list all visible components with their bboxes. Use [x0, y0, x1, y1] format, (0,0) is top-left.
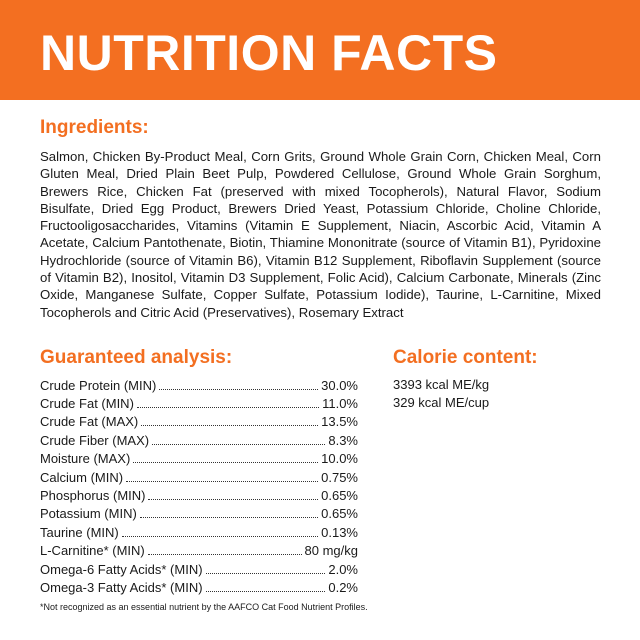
calorie-line: 3393 kcal ME/kg [393, 377, 490, 392]
nutrient-name: L-Carnitine* (MIN) [40, 543, 145, 559]
calorie-heading: Calorie content: [393, 347, 538, 368]
nutrient-name: Crude Fat (MIN) [40, 396, 134, 412]
nutrient-name: Calcium (MIN) [40, 469, 124, 485]
ingredients-heading: Ingredients: [40, 117, 149, 138]
nutrient-value: 10.0% [321, 451, 358, 467]
nutrient-value: 0.2% [328, 579, 358, 595]
nutrient-name: Crude Fiber (MAX) [40, 432, 150, 448]
analysis-row: Taurine (MIN) 0.13% [40, 523, 358, 541]
nutrient-name: Moisture (MAX) [40, 451, 131, 467]
analysis-row: L-Carnitine* (MIN) 80 mg/kg [40, 542, 358, 560]
footnote: *Not recognized as an essential nutrient… [40, 602, 368, 612]
analysis-row: Crude Fat (MAX) 13.5% [40, 413, 358, 431]
analysis-row: Crude Fiber (MAX) 8.3% [40, 431, 358, 449]
analysis-row: Phosphorus (MIN) 0.65% [40, 486, 358, 504]
nutrient-value: 0.13% [321, 524, 358, 540]
analysis-row: Crude Fat (MIN) 11.0% [40, 394, 358, 412]
nutrient-name: Potassium (MIN) [40, 506, 137, 522]
nutrient-name: Crude Protein (MIN) [40, 377, 157, 393]
analysis-row: Calcium (MIN) 0.75% [40, 468, 358, 486]
nutrient-value: 30.0% [321, 377, 358, 393]
dot-leader [139, 517, 319, 519]
dot-leader [152, 443, 326, 445]
dot-leader [136, 407, 320, 409]
nutrient-name: Omega-3 Fatty Acids* (MIN) [40, 579, 203, 595]
dot-leader [126, 480, 319, 482]
analysis-row: Moisture (MAX) 10.0% [40, 450, 358, 468]
ingredients-text: Salmon, Chicken By-Product Meal, Corn Gr… [40, 149, 601, 320]
analysis-row: Omega-6 Fatty Acids* (MIN) 2.0% [40, 560, 358, 578]
nutrient-name: Omega-6 Fatty Acids* (MIN) [40, 561, 203, 577]
nutrient-name: Phosphorus (MIN) [40, 488, 146, 504]
analysis-table: Crude Protein (MIN) 30.0% Crude Fat (MIN) 1… [40, 376, 358, 597]
nutrient-name: Taurine (MIN) [40, 524, 119, 540]
dot-leader [205, 572, 326, 574]
calorie-list: 3393 kcal ME/kg 329 kcal ME/cup [393, 376, 489, 413]
dot-leader [133, 462, 319, 464]
nutrient-name: Crude Fat (MAX) [40, 414, 139, 430]
analysis-row: Potassium (MIN) 0.65% [40, 505, 358, 523]
nutrient-value: 8.3% [328, 432, 358, 448]
dot-leader [121, 535, 319, 537]
header-band: NUTRITION FACTS [0, 0, 640, 100]
analysis-row: Crude Protein (MIN) 30.0% [40, 376, 358, 394]
dot-leader [147, 554, 302, 556]
analysis-heading: Guaranteed analysis: [40, 347, 233, 368]
nutrient-value: 2.0% [328, 561, 358, 577]
nutrient-value: 80 mg/kg [304, 543, 358, 559]
title: NUTRITION FACTS [40, 25, 498, 81]
dot-leader [148, 499, 319, 501]
nutrient-value: 0.75% [321, 469, 358, 485]
dot-leader [141, 425, 319, 427]
nutrient-value: 11.0% [322, 396, 358, 412]
nutrient-value: 0.65% [321, 488, 358, 504]
nutrient-value: 13.5% [321, 414, 358, 430]
analysis-row: Omega-3 Fatty Acids* (MIN) 0.2% [40, 578, 358, 596]
calorie-line: 329 kcal ME/cup [393, 395, 490, 411]
dot-leader [205, 590, 326, 592]
nutrient-value: 0.65% [321, 506, 358, 522]
dot-leader [159, 388, 319, 390]
